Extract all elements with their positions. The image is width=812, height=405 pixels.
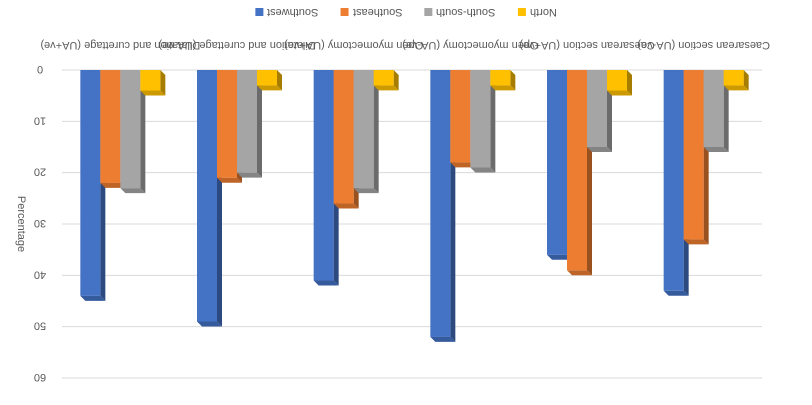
bar-end xyxy=(353,188,379,194)
bar-south-south xyxy=(353,70,374,189)
x-category-label: Dilatation and curettage (UA+ve) xyxy=(40,39,200,51)
bar-end xyxy=(217,177,242,183)
bar-end xyxy=(100,182,126,188)
bar-end xyxy=(723,85,749,91)
bar-southwest xyxy=(547,70,567,255)
bar-south-south xyxy=(470,70,491,168)
y-tick-label: 20 xyxy=(34,166,46,178)
bar-side xyxy=(723,70,729,152)
bar-end xyxy=(703,147,729,152)
bar-north xyxy=(723,70,744,86)
bar-north xyxy=(140,70,161,91)
bar-southeast xyxy=(567,70,587,271)
y-tick-label: 10 xyxy=(34,114,46,126)
bar-north xyxy=(257,70,277,86)
x-category-label: Caesarean section (UA-ve) xyxy=(637,39,770,51)
bar-side xyxy=(277,70,282,91)
bar-side xyxy=(490,70,496,173)
bar-side xyxy=(140,70,146,194)
y-axis-label: Percentage xyxy=(15,196,27,252)
bar-end xyxy=(450,162,476,168)
bar-southeast xyxy=(100,70,121,183)
x-category-label: Caesarean section (UA+ve) xyxy=(519,39,654,51)
bar-side xyxy=(257,70,262,178)
bar-end xyxy=(567,270,592,276)
bar-southwest xyxy=(80,70,101,296)
y-tick-label: 40 xyxy=(34,268,46,280)
x-category-label: Open myomectomy (UA+ve) xyxy=(284,39,423,51)
bar-southwest xyxy=(430,70,451,337)
y-tick-label: 0 xyxy=(37,63,43,75)
bar-end xyxy=(373,85,399,91)
bar-end xyxy=(333,203,359,209)
bar-side xyxy=(393,70,399,91)
bar-north xyxy=(607,70,627,91)
bar-southeast xyxy=(333,70,354,204)
bar-end xyxy=(80,295,106,301)
bar-south-south xyxy=(703,70,724,147)
x-category-label: Dilatation and curettage (UA-ve) xyxy=(158,39,315,51)
bar-end xyxy=(547,254,572,260)
bar-southeast xyxy=(683,70,704,240)
y-tick-label: 30 xyxy=(34,217,46,229)
bar-southeast xyxy=(450,70,471,163)
bar-side xyxy=(160,70,166,96)
bar-southwest xyxy=(197,70,217,322)
bar-end xyxy=(237,172,262,178)
bar-north xyxy=(490,70,511,86)
bar-end xyxy=(490,85,516,91)
bar-south-south xyxy=(237,70,257,173)
bar-south-south xyxy=(587,70,607,147)
bar-side xyxy=(510,70,516,91)
bar-side xyxy=(627,70,632,96)
bar-end xyxy=(430,336,456,342)
y-tick-label: 50 xyxy=(34,320,46,332)
bar-side xyxy=(743,70,749,91)
bar-end xyxy=(197,321,222,327)
bar-north xyxy=(373,70,394,86)
x-category-label: Open myomectomy (UA-ve) xyxy=(402,39,538,51)
bar-end xyxy=(683,239,709,245)
bar-end xyxy=(313,280,339,286)
bar-southwest xyxy=(313,70,334,281)
bar-end xyxy=(587,147,612,152)
bar-end xyxy=(470,167,496,173)
bar-end xyxy=(257,85,282,91)
bar-southwest xyxy=(663,70,684,291)
bar-south-south xyxy=(120,70,141,189)
bar-end xyxy=(663,290,689,296)
bar-end xyxy=(120,188,146,194)
y-tick-label: 60 xyxy=(34,371,46,383)
bar-end xyxy=(140,90,166,96)
bar-side xyxy=(373,70,379,194)
bar-southeast xyxy=(217,70,237,178)
bar-end xyxy=(607,90,632,96)
